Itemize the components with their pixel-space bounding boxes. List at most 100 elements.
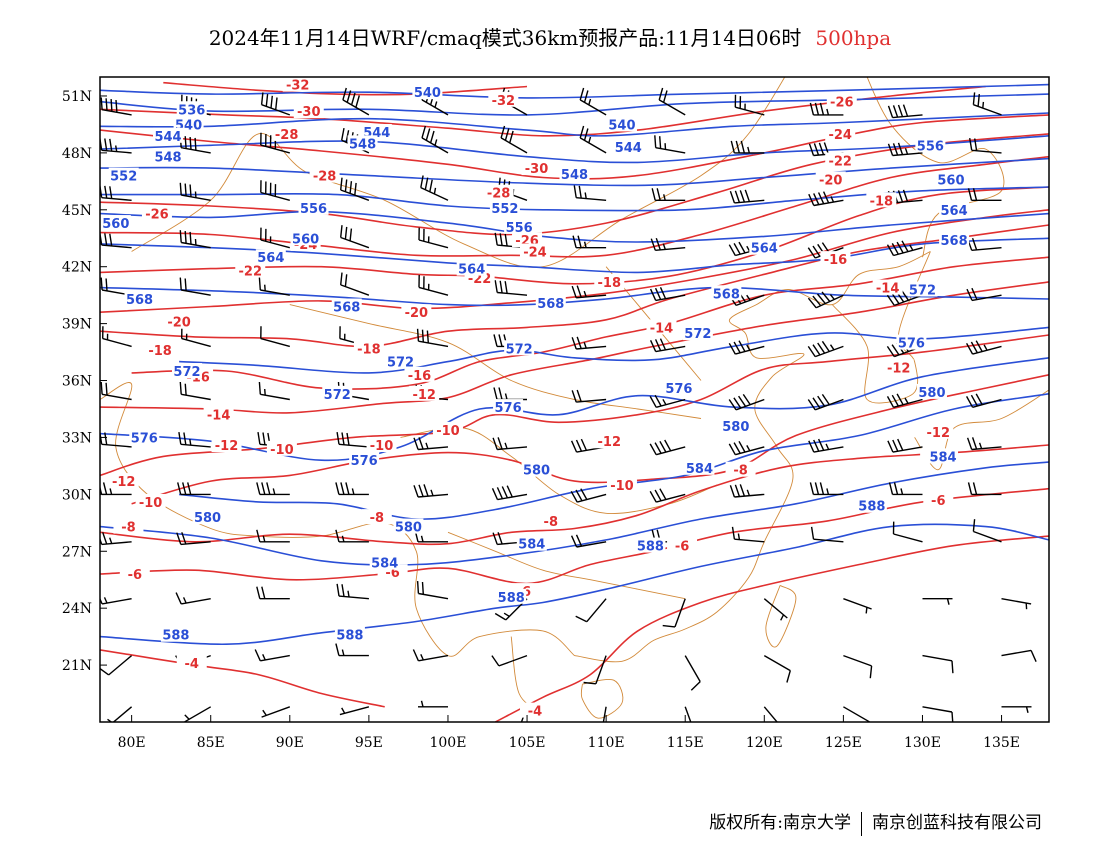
wind-barb-feather — [579, 87, 585, 101]
contour-labels: -32 -32 -30 -28 -28 -30 -28 -26 -24 -22 -20 -18 -26 -… — [100, 77, 970, 720]
contour-label-bg — [512, 232, 543, 248]
wind-barb-half-feather — [829, 294, 835, 300]
wind-barb-feather — [658, 87, 664, 101]
wind-barb-feather — [659, 136, 662, 149]
wind-barb-feather — [104, 432, 108, 445]
temperature-label: -16 — [824, 253, 848, 268]
wind-barb-feather — [575, 534, 583, 547]
temperature-isotherm — [495, 535, 1049, 722]
lon-tick-label: 90E — [276, 735, 304, 751]
lon-tick-label: 105E — [509, 735, 546, 751]
company-text: 南京创蓝科技有限公司 — [872, 813, 1042, 833]
wind-barb-half-feather — [746, 294, 751, 301]
height-contour — [100, 135, 1049, 164]
wind-barb-feather — [335, 643, 340, 656]
temperature-label: -16 — [408, 369, 432, 384]
height-label: 544 — [154, 130, 181, 145]
contour-label-bg — [293, 103, 324, 119]
wind-barb-feather — [344, 274, 348, 287]
wind-barb-feather — [425, 128, 431, 141]
lon-tick-label: 115E — [667, 735, 704, 751]
wind-barb-feather — [179, 381, 182, 395]
lon-tick-label: 125E — [825, 735, 862, 751]
wind-barb-staff — [843, 706, 870, 722]
contour-label-bg — [266, 440, 297, 456]
height-label: 564 — [941, 204, 968, 219]
wind-barb-feather — [965, 396, 974, 408]
wind-barb-half-feather — [978, 442, 983, 449]
contour-label-bg — [939, 201, 970, 217]
wind-barb-feather — [649, 490, 657, 503]
contour-label-bg — [393, 518, 424, 534]
temperature-label: -12 — [112, 475, 136, 490]
wind-barb-feather — [184, 183, 187, 197]
wind-barb-feather — [662, 624, 676, 628]
height-contour — [100, 461, 1049, 566]
wind-barb-staff — [586, 598, 607, 623]
contour-label-bg — [412, 84, 443, 100]
wind-barb-staff — [815, 294, 844, 309]
temperature-label: -12 — [215, 439, 239, 454]
wind-barb-feather — [179, 277, 182, 291]
wind-barb-half-feather — [272, 488, 276, 495]
height-label: 588 — [336, 629, 363, 644]
wind-barb-feather — [735, 140, 740, 154]
contour-label-bg — [255, 249, 286, 265]
wind-barb-feather — [493, 334, 498, 347]
wind-barb-feather — [254, 649, 261, 662]
wind-barb-feather — [175, 592, 182, 605]
wind-barb-staff — [338, 443, 369, 448]
wind-barb-staff — [418, 340, 449, 348]
wind-barb-staff — [763, 654, 791, 672]
wind-barb-feather — [817, 342, 826, 354]
border-line — [289, 304, 702, 419]
contour-label-bg — [916, 383, 947, 399]
wind-barb-staff — [973, 530, 1002, 543]
wind-barb-feather — [335, 482, 340, 495]
wind-barb-staff — [260, 289, 290, 296]
lat-tick-label: 21N — [62, 658, 92, 674]
wind-barb-half-feather — [341, 535, 345, 542]
wind-barb-half-feather — [865, 607, 868, 614]
wind-barb-feather — [345, 482, 350, 495]
wind-barb-feather — [105, 278, 108, 291]
wind-barb-staff — [973, 104, 1002, 116]
contour-label-bg — [915, 137, 946, 153]
temperature-isotherm — [100, 649, 385, 708]
plot-frame — [99, 76, 1050, 723]
wind-barb-staff — [893, 533, 923, 543]
border-line — [447, 531, 686, 600]
contour-label-bg — [825, 152, 856, 168]
lat-tick-label: 36N — [62, 374, 92, 390]
border-line — [765, 585, 797, 648]
wind-barb-feather — [809, 482, 815, 495]
wind-barb-feather — [100, 381, 103, 395]
wind-barb-staff — [418, 654, 449, 662]
wind-barb-feather — [421, 329, 424, 343]
wind-barb-feather — [336, 583, 340, 597]
wind-barb-feather — [1030, 650, 1037, 662]
contour-label-bg — [635, 537, 666, 553]
wind-barb-feather — [104, 185, 108, 199]
lat-tick-label: 24N — [62, 601, 92, 617]
contour-label-bg — [939, 232, 970, 248]
wind-barb-feather — [183, 432, 187, 445]
wind-barb-staff — [260, 337, 290, 348]
wind-barb-feather — [738, 340, 746, 352]
wind-barb-half-feather — [264, 388, 266, 396]
wind-barb-feather — [424, 177, 429, 190]
height-label: 544 — [615, 141, 642, 156]
wind-barb-half-feather — [596, 731, 602, 732]
contour-label-bg — [684, 459, 715, 475]
contour-label-bg — [519, 243, 550, 259]
wind-barb-feather — [967, 482, 973, 495]
height-label: 572 — [909, 283, 936, 298]
wind-barb-feather — [729, 190, 736, 204]
wind-barb-staff — [577, 493, 607, 503]
wind-barb-half-feather — [420, 535, 424, 542]
lat-tick-label: 51N — [62, 89, 92, 105]
wind-barb-half-feather — [115, 145, 118, 152]
wind-barb-feather — [972, 188, 978, 201]
height-label: 568 — [537, 297, 564, 312]
contour-label-bg — [290, 230, 321, 246]
